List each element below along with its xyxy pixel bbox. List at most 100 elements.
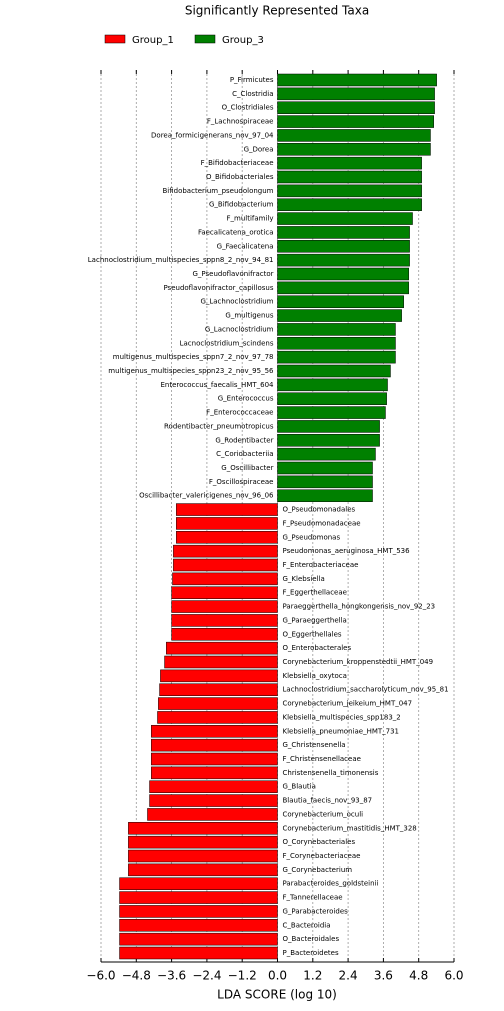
category-label: G_Bifidobacterium — [209, 201, 274, 209]
chart-title: Significantly Represented Taxa — [185, 4, 369, 18]
bar — [277, 87, 435, 101]
bar — [277, 337, 396, 350]
bar — [277, 295, 404, 308]
bar — [149, 794, 278, 807]
category-label: Lachnoclostridium_multispecies_sppn8_2_n… — [88, 256, 274, 264]
bar — [158, 697, 278, 710]
category-label: G_Blautia — [283, 783, 316, 791]
bar — [277, 323, 396, 336]
bar — [159, 683, 278, 696]
category-label: Corynebacterium_jeikeium_HMT_047 — [283, 700, 413, 708]
category-label: G_Enterococcus — [218, 395, 274, 403]
x-tick-label: −1.2 — [228, 969, 257, 983]
bar — [277, 350, 396, 364]
category-label: G_Parabacteroides — [283, 907, 349, 915]
bar — [277, 101, 435, 114]
category-label: Parabacteroides_goldsteinii — [283, 880, 379, 888]
bar — [149, 780, 278, 793]
x-tick-label: 2.4 — [339, 969, 358, 983]
bar — [176, 503, 278, 516]
category-label: F_Oscillospiraceae — [209, 478, 274, 486]
bar — [164, 655, 278, 669]
bar — [277, 115, 434, 128]
bar — [166, 641, 278, 655]
category-label: multigenus_multispecies_sppn23_2_nov_95_… — [108, 367, 274, 375]
category-label: C_Bacteroidia — [283, 921, 331, 929]
bar — [277, 253, 410, 267]
bar — [277, 309, 402, 322]
bar — [277, 364, 391, 378]
x-tick-label: 1.2 — [303, 969, 322, 983]
bar — [277, 143, 431, 156]
category-label: Dorea_formicigenerans_nov_97_04 — [151, 131, 274, 139]
bar — [151, 766, 278, 780]
category-label: G_Christensenella — [283, 741, 346, 749]
bar — [277, 281, 409, 295]
bar — [277, 198, 422, 211]
category-label: Blautia_faecis_nov_93_87 — [283, 797, 373, 805]
category-label: F_Lachnospiraceae — [207, 118, 274, 126]
category-label: Pseudomonas_aeruginosa_HMT_536 — [283, 547, 411, 555]
category-label: G_Faecalicatena — [217, 242, 274, 250]
category-label: G_Pseudoflavonifractor — [192, 270, 273, 278]
category-label: G_Oscillibacter — [221, 464, 273, 472]
category-label: Rodentibacter_pneumotropicus — [164, 422, 274, 430]
category-label: G_Corynebacterium — [283, 866, 353, 874]
bar — [160, 669, 278, 683]
category-label: Corynebacterium_oculi — [283, 810, 364, 818]
category-label: O_Corynebacteriales — [283, 838, 356, 846]
category-label: F_multifamily — [226, 215, 273, 223]
x-tick-label: 4.8 — [409, 969, 428, 983]
bar — [119, 877, 278, 890]
category-label: F_Enterococcaceae — [206, 409, 273, 417]
x-tick-label: −6.0 — [86, 969, 115, 983]
x-axis-label: LDA SCORE (log 10) — [217, 988, 337, 1002]
bar — [128, 822, 278, 835]
category-label: O_Eggerthellales — [283, 630, 342, 638]
bar — [128, 835, 278, 849]
bar — [151, 752, 278, 766]
category-label: Klebsiella_oxytoca — [283, 672, 347, 680]
category-label: G_Dorea — [244, 145, 274, 153]
bar — [173, 544, 278, 558]
category-label: Corynebacterium_kroppenstedtii_HMT_049 — [283, 658, 434, 666]
bar — [277, 406, 386, 419]
category-label: F_Pseudomonadaceae — [283, 519, 361, 527]
category-label: O_Enterobacterales — [283, 644, 352, 652]
category-label: F_Enterobacteriaceae — [283, 561, 359, 569]
bar — [151, 725, 278, 738]
bar — [277, 447, 376, 461]
category-label: Enterococcus_faecalis_HMT_604 — [160, 381, 274, 389]
bar — [119, 946, 278, 960]
bar — [171, 614, 278, 627]
x-tick-label: 6.0 — [444, 969, 463, 983]
bar — [128, 849, 278, 863]
legend-label: Group_1 — [132, 35, 174, 46]
bar — [277, 73, 437, 87]
bar — [171, 628, 278, 641]
bar — [119, 919, 278, 932]
category-label: Klebsiella_multispecies_spp183_2 — [283, 713, 401, 721]
bar — [171, 586, 278, 599]
category-label: G_multigenus — [225, 312, 273, 320]
bar — [172, 572, 278, 586]
bar — [173, 558, 278, 572]
bar — [119, 932, 278, 946]
bar — [277, 434, 380, 447]
bar — [277, 170, 422, 184]
x-tick-label: 3.6 — [374, 969, 393, 983]
category-label: multigenus_multispecies_sppn7_2_nov_97_7… — [113, 353, 274, 361]
category-label: F_Bifidobacteriaceae — [201, 159, 274, 167]
x-tick-label: −2.4 — [192, 969, 221, 983]
bar — [176, 531, 278, 544]
category-label: G_Paraeggerthella — [283, 616, 347, 624]
legend-label: Group_3 — [222, 35, 264, 46]
category-label: G_Lachnoclostridium — [200, 298, 273, 306]
category-label: O_Bacteroidales — [283, 935, 340, 943]
bar — [171, 600, 278, 613]
category-label: F_Eggerthellaceae — [283, 589, 347, 597]
category-label: Lacnoclostridium_scindens — [180, 339, 274, 347]
bar — [128, 863, 278, 877]
category-label: O_Bifidobacteriales — [206, 173, 274, 181]
category-label: Lachnoclostridium_saccharolyticum_nov_95… — [283, 686, 449, 694]
